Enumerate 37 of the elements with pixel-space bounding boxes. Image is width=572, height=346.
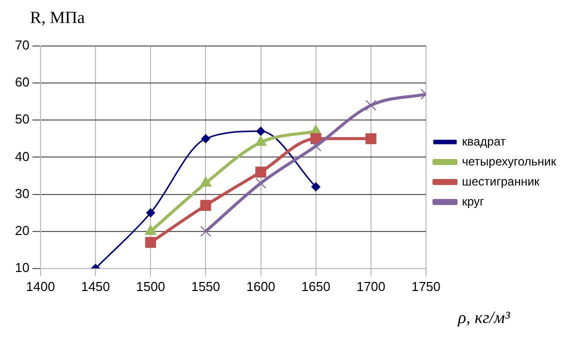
legend-label: круг: [462, 194, 485, 208]
y-tick-label: 30: [14, 186, 30, 201]
point: [200, 226, 212, 237]
point: [255, 166, 266, 178]
point: [365, 100, 376, 111]
y-axis-title: R, МПа: [30, 8, 85, 28]
point: [310, 133, 322, 144]
x-tick-label: 1550: [191, 278, 220, 294]
point: [144, 224, 156, 235]
y-tick-label: 10: [14, 260, 30, 275]
legend-label: шестигранник: [462, 174, 540, 188]
point: [255, 136, 266, 146]
point: [200, 200, 212, 211]
x-axis-title: ρ, кг/м³: [458, 308, 510, 328]
point: [146, 208, 156, 218]
y-tick-label: 70: [14, 38, 30, 53]
point: [200, 176, 212, 187]
point: [365, 133, 376, 144]
point: [201, 134, 210, 144]
x-tick-label: 1450: [81, 278, 110, 294]
y-tick-label: 40: [14, 148, 30, 164]
x-tick-label: 1600: [246, 278, 276, 294]
x-tick-label: 1750: [412, 278, 440, 294]
x-tick-label: 1650: [301, 278, 330, 294]
legend-label: четырехугольник: [462, 154, 557, 168]
legend-label: квадрат: [462, 134, 506, 148]
point: [311, 182, 320, 192]
point: [256, 126, 266, 136]
x-tick-label: 1400: [26, 278, 55, 294]
y-tick-label: 20: [14, 222, 30, 238]
x-tick-label: 1500: [136, 278, 166, 294]
x-tick-label: 1700: [356, 278, 386, 294]
y-tick-label: 50: [14, 112, 30, 127]
point: [145, 237, 156, 248]
y-tick-label: 60: [14, 74, 30, 90]
point: [255, 178, 266, 189]
point: [310, 140, 322, 152]
